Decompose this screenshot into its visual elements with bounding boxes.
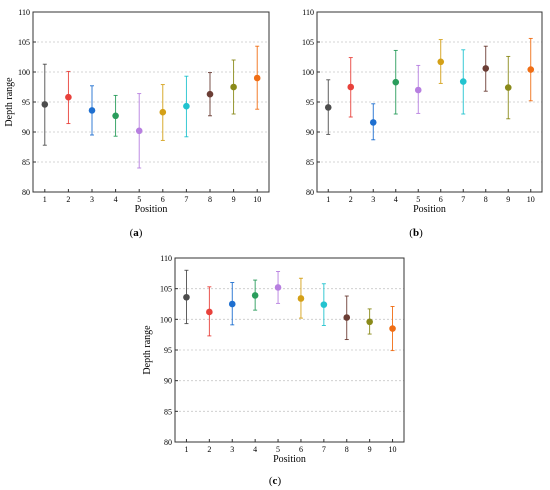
data-point [459,78,467,85]
x-tick-label: 3 [90,195,94,204]
x-tick-label: 8 [484,195,488,204]
data-point [324,104,332,111]
y-tick-label: 80 [22,188,30,197]
data-point [88,107,96,114]
data-point [482,65,490,72]
data-point [504,84,512,91]
data-point [228,300,236,308]
data-point [389,325,396,332]
y-tick-label: 100 [302,68,314,77]
data-point [206,90,214,98]
y-tick-label: 95 [164,346,172,355]
data-point [527,66,535,73]
data-point [320,301,328,308]
x-axis-label: Position [273,454,306,465]
x-axis-label: Position [413,204,446,215]
y-tick-label: 110 [160,254,172,263]
data-point [437,58,445,66]
data-point [206,308,213,316]
data-point [366,318,373,326]
x-tick-label: 5 [137,195,141,204]
x-tick-label: 3 [371,195,375,204]
x-tick-label: 10 [527,195,535,204]
y-tick-label: 105 [18,38,30,47]
x-tick-label: 6 [161,195,165,204]
y-tick-label: 90 [306,128,314,137]
data-point [369,119,377,126]
data-point [41,101,49,108]
data-point [392,78,400,86]
x-tick-label: 2 [66,195,70,204]
y-tick-label: 110 [18,8,30,17]
data-point [65,93,72,101]
x-tick-label: 9 [506,195,510,204]
y-tick-label: 105 [160,285,172,294]
x-tick-label: 2 [207,445,211,454]
chart-panel-b: 80 85 90 95 100 105 110 1 2 3 4 5 6 7 8 9 10 Position (b) [302,8,543,239]
data-point [414,86,422,94]
y-tick-label: 110 [302,8,314,17]
x-tick-label: 4 [253,445,257,454]
x-tick-label: 9 [368,445,372,454]
y-tick-label: 85 [306,158,314,167]
data-point [159,108,167,116]
x-tick-label: 4 [114,195,118,204]
x-tick-label: 8 [208,195,212,204]
y-tick-label: 90 [22,128,30,137]
data-point [135,127,143,135]
x-tick-label: 1 [43,195,47,204]
x-tick-label: 6 [439,195,443,204]
y-tick-label: 105 [302,38,314,47]
x-tick-label: 6 [299,445,303,454]
panel-label: (b) [409,227,423,239]
y-tick-label: 95 [22,98,30,107]
x-tick-label: 7 [184,195,188,204]
data-point [251,292,259,299]
y-tick-label: 90 [164,377,172,386]
y-tick-label: 80 [164,438,172,447]
x-tick-label: 8 [345,445,349,454]
data-point [274,284,282,291]
y-tick-label: 100 [18,68,30,77]
data-point [230,83,237,91]
data-point [112,112,119,120]
plot-frame [174,257,405,443]
x-axis-label: Position [135,204,168,215]
x-tick-label: 2 [349,195,353,204]
x-tick-label: 9 [232,195,236,204]
panel-label: (a) [130,227,143,239]
panel-label: (c) [269,475,282,487]
x-tick-label: 3 [230,445,234,454]
y-tick-label: 80 [306,188,314,197]
x-tick-label: 5 [416,195,420,204]
y-tick-label: 85 [22,158,30,167]
x-tick-label: 7 [461,195,465,204]
x-tick-label: 10 [253,195,261,204]
chart-panel-c: 80 85 90 95 100 105 110 1 2 3 4 5 6 7 8 9 10 Position Dept… [142,254,405,487]
x-tick-label: 10 [389,445,397,454]
data-point [183,102,190,110]
y-axis-label: Depth range [142,325,153,375]
data-point [297,295,305,302]
x-tick-label: 1 [184,445,188,454]
y-tick-label: 100 [160,315,172,324]
x-tick-label: 4 [394,195,398,204]
data-point [253,74,261,82]
y-axis-label: Depth range [4,77,15,127]
y-tick-label: 85 [164,407,172,416]
data-point [343,314,351,321]
data-point [183,293,190,301]
chart-panel-a: 80 85 90 95 100 105 110 1 2 3 4 5 6 7 8 9 10 Position Dept… [4,8,270,239]
x-tick-label: 5 [276,445,280,454]
x-tick-label: 7 [322,445,326,454]
y-tick-label: 95 [306,98,314,107]
x-tick-label: 1 [326,195,330,204]
data-point [347,83,355,91]
